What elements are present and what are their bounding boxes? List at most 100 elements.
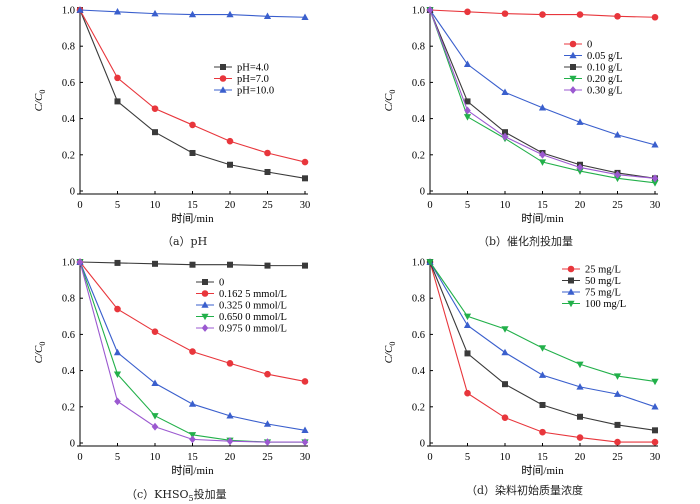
legend-marker xyxy=(569,40,577,48)
legend-marker xyxy=(569,51,577,59)
y-tick-label: 0.2 xyxy=(62,150,75,161)
legend-marker xyxy=(201,290,209,297)
data-point xyxy=(151,379,159,386)
data-point xyxy=(151,9,159,17)
x-tick-label: 20 xyxy=(225,200,236,211)
series-3 xyxy=(426,7,659,187)
caption-a: （a）pH xyxy=(162,235,208,248)
data-point xyxy=(226,437,234,446)
y-axis-label-main: C/C xyxy=(33,345,45,363)
data-point xyxy=(464,106,471,115)
y-tick-label: 0.4 xyxy=(62,114,76,125)
y-axis-label-sub: 0 xyxy=(388,90,397,94)
y-tick-label: 0.4 xyxy=(62,366,76,377)
data-point xyxy=(501,88,509,96)
data-point xyxy=(576,118,584,125)
series-0 xyxy=(77,259,308,269)
y-tick-label: 0.6 xyxy=(412,330,425,341)
y-axis-label-main: C/C xyxy=(33,93,45,111)
y-tick-label: 0 xyxy=(70,187,75,198)
data-point xyxy=(576,361,584,369)
data-point xyxy=(614,13,621,20)
y-tick-label: 0.8 xyxy=(412,42,425,53)
y-axis-label: C/C0 xyxy=(33,342,47,364)
data-point xyxy=(539,428,546,436)
data-point xyxy=(264,370,271,378)
x-tick-label: 25 xyxy=(612,452,623,463)
legend-label: 50 mg/L xyxy=(585,276,621,287)
data-point xyxy=(189,121,196,129)
data-point xyxy=(188,10,197,18)
data-point xyxy=(651,403,659,410)
data-point xyxy=(651,180,659,187)
y-tick-label: 0.6 xyxy=(62,78,75,89)
chart-panel-d: 0 0.2 0.4 0.6 0.8 1.0 0 5 10 15 20 25 30 时间/min C/C0 25… xyxy=(350,252,700,504)
x-axis-label: 时间/min xyxy=(521,464,564,477)
legend-label: 75 mg/L xyxy=(585,288,621,299)
data-point xyxy=(301,426,309,434)
y-tick-label: 0 xyxy=(420,439,425,450)
data-point xyxy=(264,149,271,157)
legend-label: 100 mg/L xyxy=(585,299,626,310)
legend-marker xyxy=(570,64,576,70)
data-point xyxy=(652,427,658,434)
x-tick-label: 5 xyxy=(115,452,120,463)
series-2 xyxy=(426,258,659,410)
caption-c: （c）KHSO5投加量 xyxy=(126,486,227,503)
data-point xyxy=(502,381,508,388)
x-tick-label: 0 xyxy=(77,452,82,463)
data-point xyxy=(576,168,584,175)
legend-label: 0.05 g/L xyxy=(587,51,623,62)
series-line-3 xyxy=(429,261,656,383)
y-tick-label: 1.0 xyxy=(412,6,425,17)
legend-marker xyxy=(568,277,574,284)
y-tick-label: 1.0 xyxy=(62,6,75,17)
data-point xyxy=(426,6,434,14)
data-point xyxy=(463,114,472,121)
legend-label: 0.975 0 mmol/L xyxy=(219,324,287,335)
x-tick-label: 15 xyxy=(537,200,548,211)
data-point xyxy=(651,378,659,386)
series-line-2 xyxy=(429,261,656,408)
data-point xyxy=(151,422,159,431)
data-point xyxy=(501,10,509,17)
data-point xyxy=(189,149,196,156)
legend-label: 0.162 5 mmol/L xyxy=(219,289,287,300)
data-point xyxy=(113,348,122,356)
legend-label: 0.325 0 mmol/L xyxy=(219,301,287,312)
data-point xyxy=(76,6,84,13)
y-tick-label: 0.2 xyxy=(62,402,75,413)
data-point xyxy=(301,378,309,385)
data-point xyxy=(264,438,271,446)
chart-b-svg: 00.20.40.60.81.00 5 10 15 20 25 30时间/minC/C000… xyxy=(383,6,660,226)
data-point xyxy=(113,8,122,15)
data-point xyxy=(263,420,272,427)
data-point xyxy=(576,434,584,441)
data-point xyxy=(301,158,309,166)
chart-panel-c: 0 0.2 0.4 0.6 0.8 1.0 0 5 10 15 20 25 30 时间/min C/C0 0 0… xyxy=(0,252,350,504)
series-3 xyxy=(426,259,659,386)
data-point xyxy=(114,74,121,82)
x-tick-label: 5 xyxy=(465,200,470,211)
data-point xyxy=(301,438,309,446)
legend-marker xyxy=(567,288,575,295)
y-axis-label-sub: 0 xyxy=(38,90,47,94)
legend-label: pH=4.0 xyxy=(237,63,269,74)
x-tick-label: 25 xyxy=(612,200,623,211)
caption-c-sub: 5 xyxy=(188,494,194,504)
data-point xyxy=(651,13,659,21)
y-axis-label-main: C/C xyxy=(383,93,395,111)
chart-d-svg: 00.20.40.60.81.00 5 10 15 20 25 30时间/minC/C025… xyxy=(383,258,660,478)
legend-marker xyxy=(201,301,209,308)
data-point xyxy=(464,350,471,357)
x-tick-label: 20 xyxy=(225,452,236,463)
data-point xyxy=(501,326,509,333)
data-point xyxy=(114,98,121,105)
data-point xyxy=(263,12,272,20)
data-point xyxy=(576,383,584,390)
data-point xyxy=(464,8,471,16)
data-point xyxy=(264,262,271,269)
data-point xyxy=(502,129,508,136)
